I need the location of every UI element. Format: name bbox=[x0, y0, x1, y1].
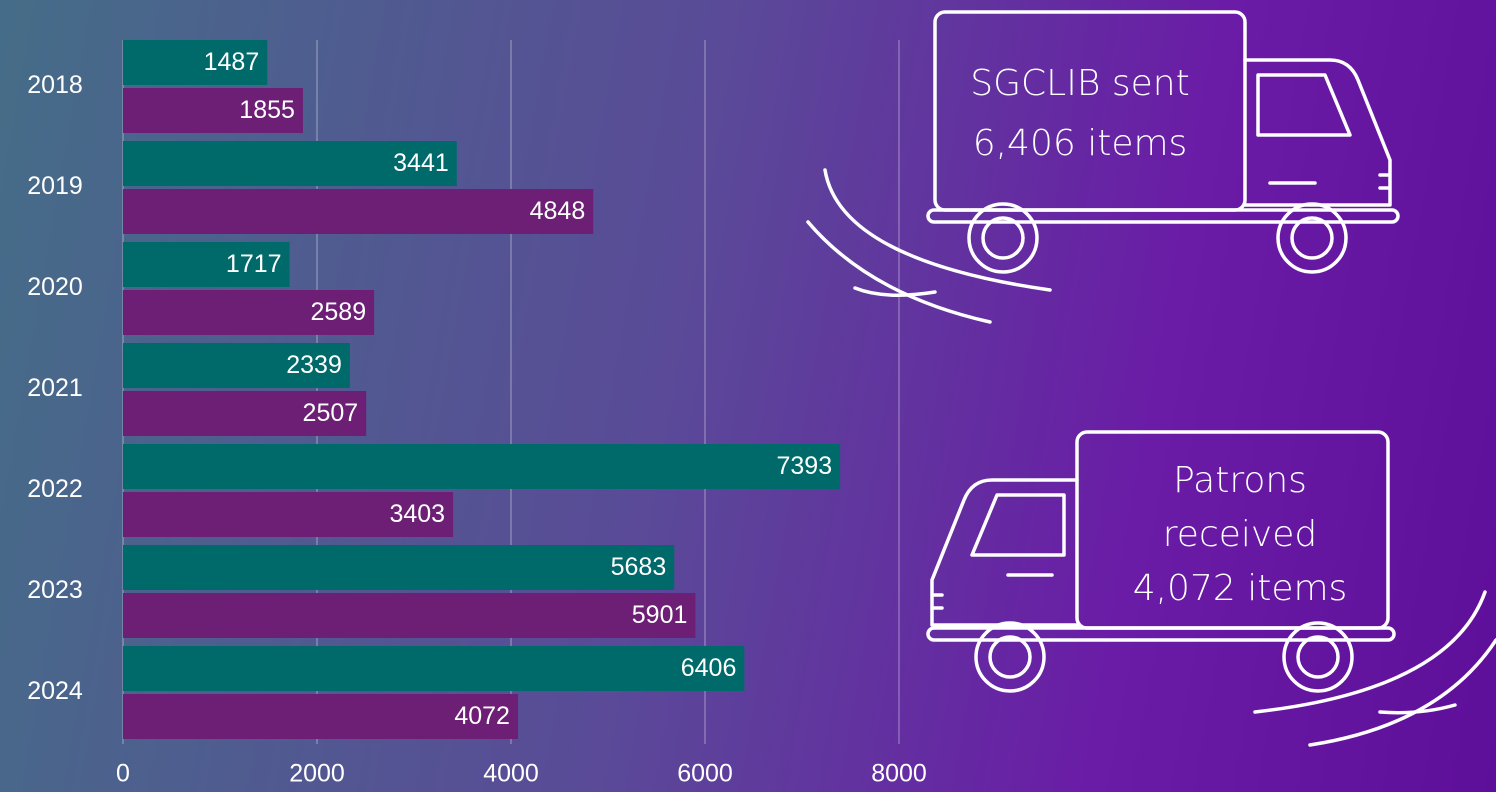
x-tick-label: 0 bbox=[116, 760, 130, 788]
value-label: 5901 bbox=[632, 601, 688, 629]
value-label: 3403 bbox=[389, 500, 445, 528]
y-tick-label: 2023 bbox=[27, 576, 83, 604]
y-tick-label: 2019 bbox=[27, 172, 83, 200]
y-tick-label: 2024 bbox=[27, 677, 83, 705]
truck-sent bbox=[806, 10, 1400, 324]
annotation: Patrons bbox=[1173, 460, 1307, 501]
value-label: 4848 bbox=[530, 197, 586, 225]
value-label: 6406 bbox=[681, 654, 737, 682]
value-label: 2507 bbox=[303, 399, 359, 427]
value-label: 4072 bbox=[454, 702, 510, 730]
annotation: 6,406 items bbox=[973, 123, 1188, 164]
bar bbox=[123, 189, 594, 234]
value-label: 1855 bbox=[239, 96, 295, 124]
bar bbox=[123, 694, 518, 739]
truck-received bbox=[926, 430, 1496, 747]
value-label: 3441 bbox=[393, 149, 449, 177]
bar bbox=[123, 444, 841, 489]
bar bbox=[123, 242, 290, 287]
value-label: 1487 bbox=[204, 48, 260, 76]
bar bbox=[123, 88, 303, 133]
y-tick-label: 2022 bbox=[27, 475, 83, 503]
annotation: 4,072 items bbox=[1133, 568, 1348, 609]
bar bbox=[123, 141, 457, 186]
x-tick-label: 2000 bbox=[289, 760, 345, 788]
y-tick-label: 2018 bbox=[27, 71, 83, 99]
y-tick-label: 2021 bbox=[27, 374, 83, 402]
value-label: 5683 bbox=[611, 553, 667, 581]
bar bbox=[123, 290, 375, 335]
annotation: received bbox=[1163, 514, 1317, 555]
value-label: 2339 bbox=[286, 351, 342, 379]
bar bbox=[123, 492, 454, 537]
value-label: 7393 bbox=[776, 452, 832, 480]
bar bbox=[123, 545, 675, 590]
y-tick-label: 2020 bbox=[27, 273, 83, 301]
bar bbox=[123, 391, 367, 436]
value-label: 2589 bbox=[311, 298, 367, 326]
annotation: SGCLIB sent bbox=[970, 63, 1189, 104]
bar bbox=[123, 593, 696, 638]
bar bbox=[123, 646, 745, 691]
x-tick-label: 4000 bbox=[483, 760, 539, 788]
value-label: 1717 bbox=[226, 250, 282, 278]
x-tick-label: 8000 bbox=[871, 760, 927, 788]
bar bbox=[123, 40, 268, 85]
x-tick-label: 6000 bbox=[677, 760, 733, 788]
bar bbox=[123, 343, 350, 388]
